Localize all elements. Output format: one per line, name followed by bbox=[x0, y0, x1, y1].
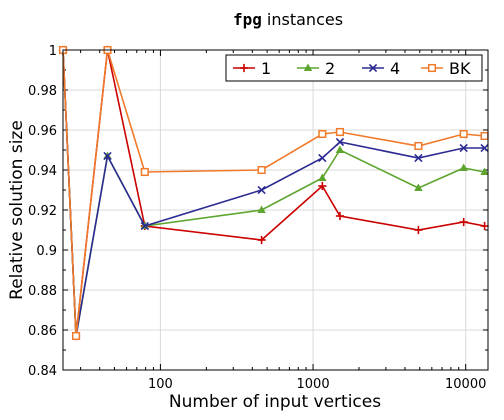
x-tick-label: 10000 bbox=[445, 377, 486, 392]
data-point-1 bbox=[459, 217, 468, 227]
data-point-1 bbox=[335, 211, 345, 221]
legend-label-4: 4 bbox=[390, 59, 400, 78]
chart-title: fpg instances bbox=[233, 10, 343, 29]
legend-label-BK: BK bbox=[449, 59, 471, 78]
axis-ticks: 0.84 0.86 0.88 0.9 0.92 0.94 0.96 0.98 1 100 1000 1… bbox=[28, 44, 488, 392]
series-line-1 bbox=[62, 49, 485, 337]
data-point-4 bbox=[480, 143, 489, 153]
legend-label-2: 2 bbox=[325, 59, 335, 78]
data-point-BK bbox=[318, 129, 327, 139]
y-tick-label: 1 bbox=[49, 44, 57, 59]
y-tick-label: 0.84 bbox=[28, 364, 57, 379]
data-point-BK bbox=[71, 331, 81, 341]
legend-marker-2 bbox=[303, 63, 313, 71]
data-point-BK bbox=[414, 141, 423, 151]
data-point-1 bbox=[480, 221, 489, 231]
x-axis-label: Number of input vertices bbox=[169, 392, 381, 412]
data-point-BK bbox=[459, 129, 468, 139]
legend-label-1: 1 bbox=[261, 59, 271, 78]
legend: 1 2 4 BK bbox=[225, 54, 483, 82]
x-tick-label: 100 bbox=[148, 377, 173, 392]
data-point-4 bbox=[414, 153, 423, 163]
data-point-2 bbox=[414, 183, 423, 191]
data-point-4 bbox=[257, 185, 266, 195]
chart-title-code: fpg bbox=[233, 10, 262, 29]
data-point-BK bbox=[480, 131, 489, 141]
data-point-4 bbox=[335, 137, 345, 147]
y-tick-label: 0.9 bbox=[36, 244, 57, 259]
data-point-BK bbox=[257, 165, 266, 175]
y-tick-label: 0.92 bbox=[28, 204, 57, 219]
grid bbox=[63, 49, 488, 371]
plot-frame bbox=[62, 49, 489, 371]
data-point-2 bbox=[480, 167, 489, 175]
data-point-4 bbox=[459, 143, 468, 153]
y-tick-label: 0.94 bbox=[28, 164, 57, 179]
chart-title-rest: instances bbox=[262, 10, 343, 29]
series-line-BK bbox=[62, 49, 485, 337]
data-point-BK bbox=[140, 167, 149, 177]
x-tick-label: 1000 bbox=[297, 377, 330, 392]
y-tick-label: 0.86 bbox=[28, 324, 57, 339]
y-axis-label: Relative solution size bbox=[7, 120, 27, 300]
data-point-4 bbox=[103, 151, 112, 161]
legend-marker-BK bbox=[427, 63, 437, 73]
data-point-1 bbox=[414, 225, 423, 235]
series-line-2 bbox=[62, 49, 485, 337]
data-point-2 bbox=[459, 163, 468, 171]
data-point-4 bbox=[318, 153, 327, 163]
legend-marker-4 bbox=[368, 63, 378, 73]
series-BK bbox=[58, 45, 489, 341]
y-tick-label: 0.88 bbox=[28, 284, 57, 299]
data-point-2 bbox=[335, 145, 345, 153]
data-point-4 bbox=[140, 221, 149, 231]
data-point-1 bbox=[318, 181, 327, 191]
data-point-BK bbox=[335, 127, 344, 137]
data-point-2 bbox=[318, 173, 327, 181]
y-tick-label: 0.96 bbox=[28, 124, 57, 139]
series-line-4 bbox=[62, 49, 485, 337]
data-point-1 bbox=[257, 235, 266, 245]
legend-marker-1 bbox=[239, 63, 249, 73]
y-tick-label: 0.98 bbox=[28, 84, 57, 99]
data-point-2 bbox=[257, 205, 266, 213]
